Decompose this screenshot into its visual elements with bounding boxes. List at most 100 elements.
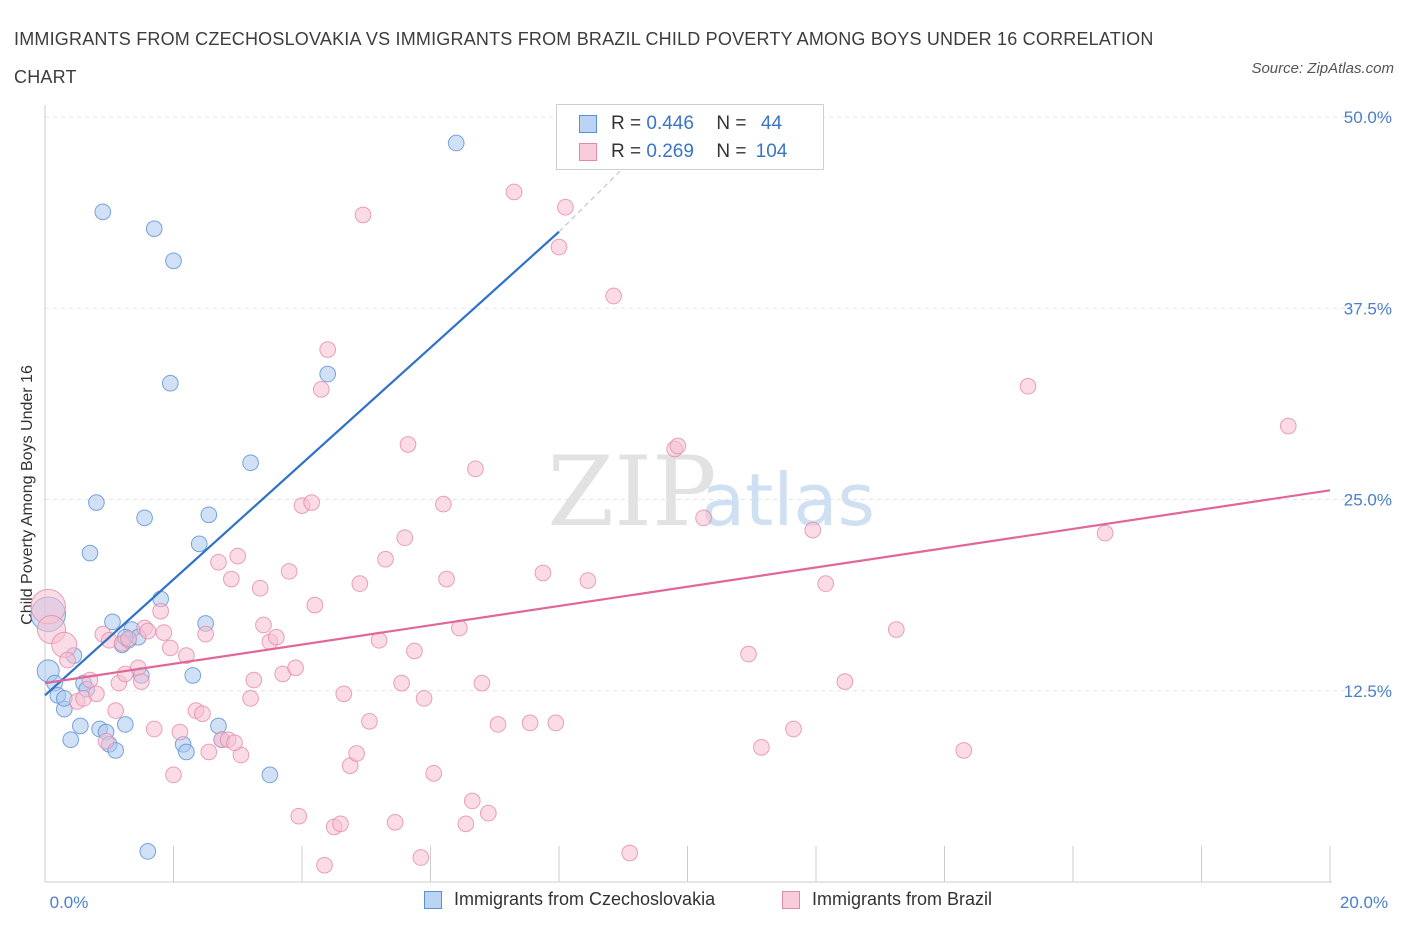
czechoslovakia-point bbox=[165, 252, 182, 270]
czechoslovakia-point bbox=[261, 766, 279, 784]
brazil-point bbox=[107, 702, 125, 719]
data-points bbox=[30, 134, 1297, 874]
czechoslovakia-point bbox=[81, 544, 99, 562]
brazil-point bbox=[463, 792, 481, 810]
grid-lines bbox=[45, 116, 1390, 692]
legend-item-brazil: Immigrants from Brazil bbox=[782, 889, 992, 910]
brazil-point bbox=[479, 804, 497, 822]
brazil-point bbox=[242, 690, 259, 707]
brazil-point bbox=[133, 673, 150, 690]
brazil-point bbox=[393, 674, 410, 692]
brazil-point bbox=[1279, 417, 1297, 435]
czechoslovakia-point bbox=[184, 667, 202, 684]
czechoslovakia-point bbox=[139, 843, 157, 860]
brazil-point bbox=[695, 509, 712, 527]
x-tick-label: 20.0% bbox=[1340, 893, 1388, 912]
brazil-point bbox=[415, 690, 433, 707]
trend-lines bbox=[44, 154, 1331, 697]
n-label: N = bbox=[716, 113, 747, 134]
czechoslovakia-point bbox=[71, 717, 89, 735]
brazil-point bbox=[290, 807, 308, 825]
czechoslovakia-point bbox=[116, 716, 134, 733]
brazil-point bbox=[287, 659, 304, 677]
brazil-point bbox=[145, 720, 163, 738]
chart-source: Source: ZipAtlas.com bbox=[1251, 60, 1394, 77]
brazil-point bbox=[817, 575, 834, 592]
brazil-point bbox=[1096, 524, 1114, 542]
x-tick-label: 0.0% bbox=[50, 893, 89, 912]
brazil-point bbox=[120, 630, 137, 648]
axes: 12.5% 25.0% 37.5% 50.0% 0.0% 20.0% bbox=[44, 105, 1392, 912]
brazil-point bbox=[354, 206, 372, 224]
watermark-atlas: atlas bbox=[701, 458, 875, 542]
legend-label: Immigrants from Brazil bbox=[812, 889, 993, 909]
brazil-point bbox=[425, 765, 443, 782]
brazil-trend-line bbox=[44, 489, 1331, 685]
brazil-point bbox=[155, 624, 173, 641]
brazil-point bbox=[335, 685, 353, 703]
brazil-point bbox=[740, 645, 757, 663]
brazil-point bbox=[605, 287, 622, 305]
brazil-point bbox=[200, 743, 218, 761]
brazil-point bbox=[836, 673, 854, 690]
brazil-point bbox=[438, 570, 455, 588]
y-tick-label: 12.5% bbox=[1344, 682, 1392, 701]
brazil-point bbox=[804, 521, 822, 539]
stats-row-czechoslovakia: R = 0.446 N = 44 bbox=[579, 111, 797, 137]
czechoslovakia-point bbox=[62, 731, 80, 749]
czechoslovakia-point bbox=[210, 717, 227, 735]
brazil-point bbox=[753, 739, 770, 756]
brazil-point bbox=[319, 341, 337, 358]
brazil-point bbox=[435, 495, 452, 513]
czechoslovakia-point bbox=[200, 506, 218, 524]
brazil-point bbox=[255, 616, 272, 634]
brazil-point bbox=[505, 183, 523, 201]
brazil-point bbox=[406, 642, 423, 660]
brazil-point bbox=[489, 716, 507, 733]
chart-title: IMMIGRANTS FROM CZECHOSLOVAKIA VS IMMIGR… bbox=[14, 29, 1154, 87]
brazil-point bbox=[1019, 377, 1037, 395]
brazil-point bbox=[457, 815, 475, 833]
brazil-point bbox=[557, 198, 574, 216]
brazil-point bbox=[473, 674, 491, 692]
r-value: 0.269 bbox=[646, 141, 694, 162]
brazil-point bbox=[178, 647, 195, 664]
brazil-point bbox=[152, 602, 169, 620]
czechoslovakia-point bbox=[136, 509, 153, 527]
brazil-point bbox=[521, 714, 539, 732]
n-value: 44 bbox=[760, 113, 783, 134]
brazil-point bbox=[399, 436, 417, 453]
brazil-point bbox=[229, 547, 247, 565]
czechoslovakia-point bbox=[161, 374, 179, 392]
brazil-point bbox=[194, 705, 211, 723]
brazil-point bbox=[97, 732, 115, 750]
brazil-point bbox=[955, 742, 973, 759]
blue-swatch bbox=[579, 115, 597, 133]
czechoslovakia-point bbox=[104, 613, 121, 631]
brazil-point bbox=[139, 622, 157, 640]
brazil-point bbox=[222, 570, 240, 588]
brazil-point bbox=[88, 685, 105, 703]
brazil-point bbox=[361, 713, 378, 730]
y-tick-label: 50.0% bbox=[1344, 108, 1392, 127]
czechoslovakia-trend-line bbox=[44, 230, 560, 697]
pink-swatch bbox=[579, 143, 597, 161]
czechoslovakia-point bbox=[319, 365, 337, 383]
brazil-point bbox=[306, 596, 324, 614]
brazil-point bbox=[312, 381, 330, 398]
brazil-point bbox=[396, 529, 414, 547]
y-tick-label: 25.0% bbox=[1344, 491, 1392, 510]
brazil-point bbox=[412, 849, 430, 866]
brazil-point bbox=[887, 621, 905, 638]
czechoslovakia-point bbox=[190, 535, 208, 553]
y-tick-label: 37.5% bbox=[1344, 299, 1392, 318]
brazil-point bbox=[467, 460, 484, 478]
brazil-point bbox=[550, 238, 568, 256]
brazil-point bbox=[245, 671, 263, 689]
brazil-point bbox=[348, 745, 365, 762]
brazil-point bbox=[303, 494, 320, 511]
r-label: R = bbox=[611, 141, 642, 162]
stats-row-brazil: R = 0.269 N = 104 bbox=[579, 139, 797, 165]
czechoslovakia-point bbox=[145, 220, 163, 238]
